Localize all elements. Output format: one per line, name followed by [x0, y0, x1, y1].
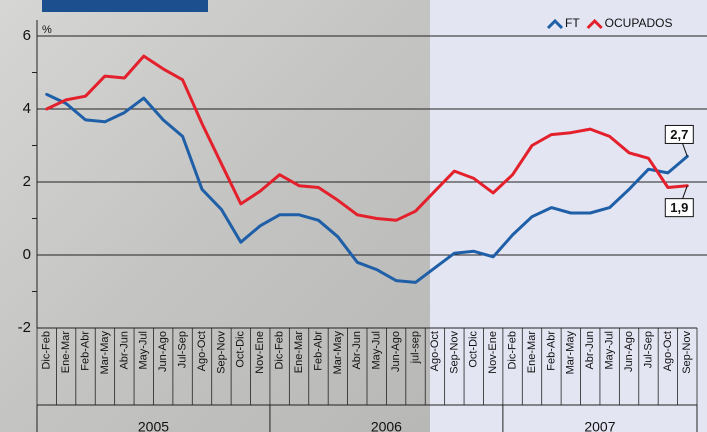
x-tick-label: Sep-Nov — [448, 331, 460, 374]
x-tick-label: Sep-Nov — [681, 331, 693, 374]
legend-swatch — [546, 18, 564, 30]
x-tick-label: Jun-Ago — [390, 331, 402, 372]
label-box — [664, 198, 694, 218]
x-tick-label: Ene-Mar — [526, 331, 538, 374]
x-tick-label: Dic-Feb — [506, 331, 518, 370]
x-tick-label: jul-sep — [409, 331, 421, 364]
x-tick-label: Ene-Mar — [293, 331, 305, 374]
x-tick-label: Mar-May — [99, 331, 111, 375]
x-tick-label: May-Jul — [138, 331, 150, 370]
year-label: 2005 — [138, 419, 169, 432]
value-label: 1,9 — [670, 200, 688, 215]
legend: FT OCUPADOS — [546, 16, 673, 30]
x-tick-label: Abr-Jun — [584, 331, 596, 370]
x-tick-label: Mar-May — [332, 331, 344, 375]
y-tick-label: -2 — [18, 319, 31, 336]
x-tick-label: Mar-May — [565, 331, 577, 375]
x-tick-label: Sep-Nov — [215, 331, 227, 374]
x-tick-label: Jun-Ago — [157, 331, 169, 372]
y-tick-label: 2 — [23, 173, 31, 190]
x-tick-label: Nov-Ene — [254, 331, 266, 374]
x-tick-label: May-Jul — [604, 331, 616, 370]
x-tick-label: Abr-Jun — [118, 331, 130, 370]
x-tick-label: Jun-Ago — [623, 331, 635, 372]
x-tick-label: Ene-Mar — [60, 331, 72, 374]
x-tick-label: May-Jul — [371, 331, 383, 370]
x-tick-label: Abr-Jun — [351, 331, 363, 370]
y-tick-label: 0 — [23, 246, 31, 263]
x-tick-label: Ago-Oct — [196, 331, 208, 371]
header-box — [42, 0, 208, 12]
x-tick-label: Feb-Abr — [312, 331, 324, 371]
x-tick-label: Nov-Ene — [487, 331, 499, 374]
year-label: 2007 — [584, 419, 615, 432]
x-tick-label: Oct-Dic — [235, 331, 247, 368]
x-tick-label: Ago-Oct — [429, 331, 441, 371]
x-tick-label: Feb-Abr — [545, 331, 557, 371]
label-box — [664, 124, 694, 144]
legend-label: OCUPADOS — [605, 16, 673, 30]
year-label: 2006 — [371, 419, 402, 432]
y-tick-label: 4 — [23, 100, 31, 117]
legend-swatch — [586, 18, 603, 30]
x-tick-label: Ago-Oct — [662, 331, 674, 371]
x-tick-label: Jul-Sep — [176, 331, 188, 368]
background-shade — [430, 0, 707, 432]
x-tick-label: Dic-Feb — [41, 331, 53, 370]
x-tick-label: Feb-Abr — [79, 331, 91, 371]
x-tick-label: Oct-Dic — [468, 331, 480, 368]
x-tick-label: Jul-Sep — [642, 331, 654, 368]
series-line — [45, 92, 689, 284]
y-axis-label: % — [42, 24, 52, 36]
legend-label: FT — [565, 16, 580, 30]
y-tick-label: 6 — [23, 27, 31, 44]
value-label: 2,7 — [670, 127, 688, 142]
x-tick-label: Dic-Feb — [274, 331, 286, 370]
series-line — [45, 54, 689, 222]
